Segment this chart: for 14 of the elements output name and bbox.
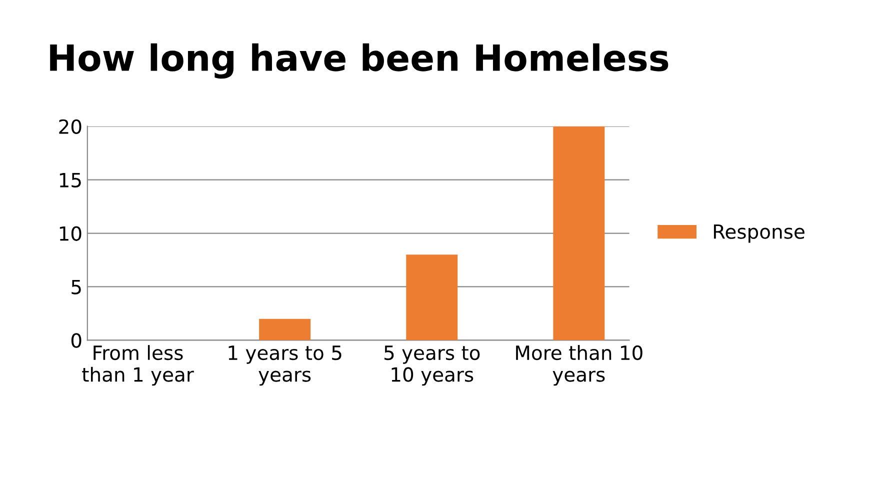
y-tick-label: 10	[60, 226, 82, 241]
bar	[553, 126, 605, 340]
y-tick-label: 0	[71, 333, 82, 348]
chart-title: How long have been Homeless	[50, 43, 668, 79]
y-tick-label: 20	[59, 119, 82, 134]
y-tick-label: 15	[60, 173, 81, 188]
x-tick-label: 1 years to 5 years	[228, 346, 342, 386]
y-tick-label: 5	[72, 280, 81, 294]
x-tick-label: More than 10 years	[516, 345, 642, 386]
legend-label: Response	[714, 224, 804, 243]
bar	[406, 254, 458, 340]
x-tick-label: From less than 1 year	[82, 345, 194, 386]
bar	[259, 318, 311, 340]
x-tick-label: 5 years to 10 years	[384, 346, 480, 386]
